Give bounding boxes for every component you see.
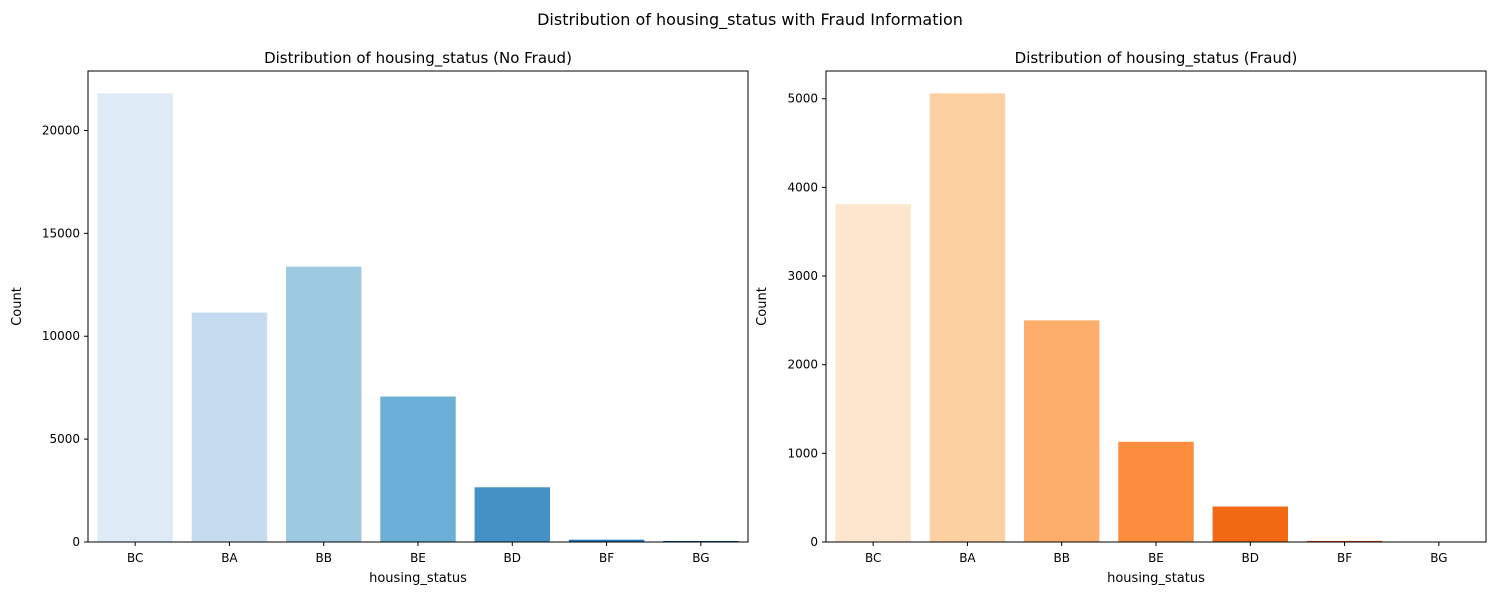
x-tick-label: BC xyxy=(865,551,881,565)
y-tick-label: 5000 xyxy=(49,432,80,446)
x-tick-label: BA xyxy=(221,551,238,565)
bar-ba xyxy=(929,93,1006,542)
bar-bf xyxy=(568,539,645,542)
x-tick-label: BA xyxy=(959,551,976,565)
chart-title: Distribution of housing_status (No Fraud… xyxy=(264,49,572,68)
chart-panel-1: BC BA BB BE BD BF BG 0 5000 10000 15000 20000 Distri… xyxy=(10,49,749,586)
bar-bg xyxy=(663,540,739,542)
y-tick-label: 0 xyxy=(72,535,80,549)
bar-bb xyxy=(1024,320,1100,542)
x-tick-label: BB xyxy=(1053,551,1069,565)
y-tick-label: 0 xyxy=(810,535,818,549)
x-axis-label: housing_status xyxy=(369,571,467,586)
x-axis-label: housing_status xyxy=(1107,571,1205,586)
bar-bc xyxy=(97,93,173,542)
x-tick-label: BC xyxy=(127,551,143,565)
bar-bb xyxy=(286,266,362,542)
figure-title: Distribution of housing_status with Frau… xyxy=(537,10,963,30)
y-tick-label: 3000 xyxy=(787,269,818,283)
x-tick-label: BF xyxy=(1337,551,1352,565)
x-tick-label: BG xyxy=(692,551,709,565)
y-tick-label: 1000 xyxy=(787,446,818,460)
bar-ba xyxy=(191,312,268,542)
y-axis-label: Count xyxy=(10,287,25,326)
chart-title: Distribution of housing_status (Fraud) xyxy=(1015,49,1298,68)
x-tick-label: BD xyxy=(504,551,521,565)
x-tick-label: BF xyxy=(599,551,614,565)
bar-bf xyxy=(1306,540,1383,542)
y-tick-label: 4000 xyxy=(787,180,818,194)
x-tick-label: BE xyxy=(410,551,426,565)
bar-bd xyxy=(1212,506,1288,542)
x-tick-label: BB xyxy=(315,551,331,565)
bar-be xyxy=(380,396,456,542)
x-tick-label: BG xyxy=(1430,551,1447,565)
y-tick-label: 5000 xyxy=(787,92,818,106)
x-tick-label: BD xyxy=(1242,551,1259,565)
y-tick-label: 15000 xyxy=(42,226,80,240)
y-tick-label: 10000 xyxy=(42,329,80,343)
chart-panel-2: BC BA BB BE BD BF BG 0 1000 2000 3000 4000 5000 Distr… xyxy=(755,49,1487,586)
y-axis-label: Count xyxy=(755,287,770,326)
bar-bd xyxy=(474,487,550,542)
y-tick-label: 20000 xyxy=(42,123,80,137)
y-tick-label: 2000 xyxy=(787,358,818,372)
x-tick-label: BE xyxy=(1148,551,1164,565)
bar-bc xyxy=(835,204,911,542)
bar-be xyxy=(1118,441,1194,542)
